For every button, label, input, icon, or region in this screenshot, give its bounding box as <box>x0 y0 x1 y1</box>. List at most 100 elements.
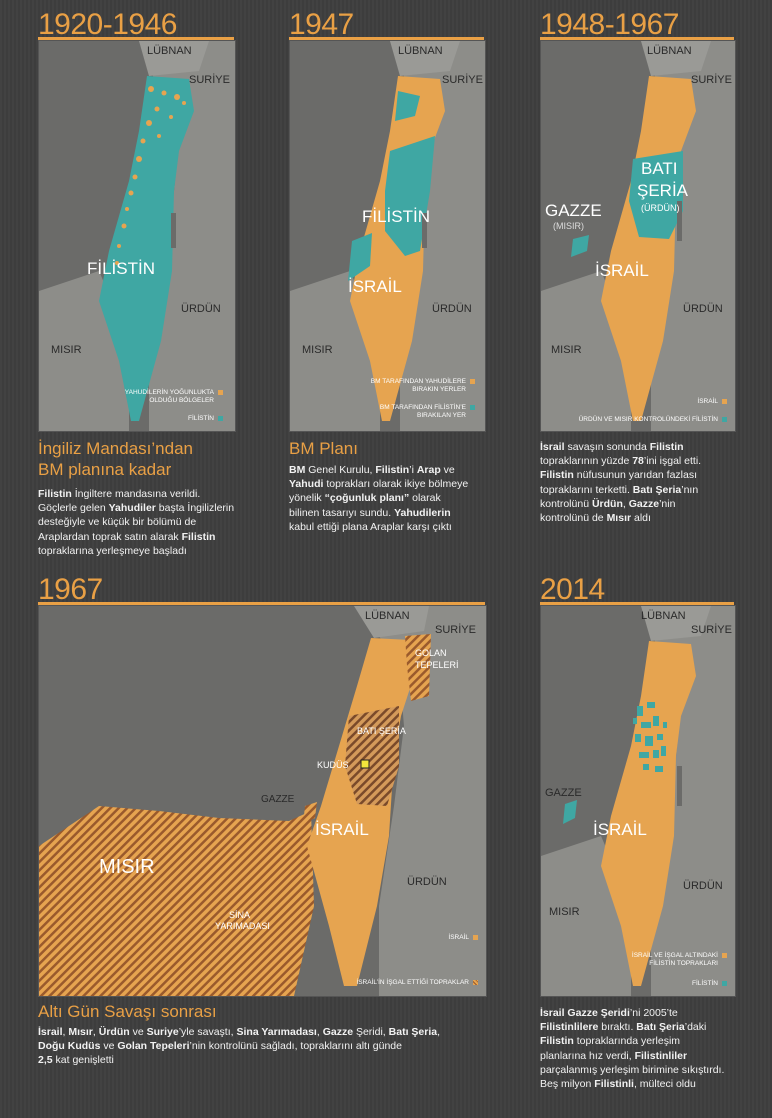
desc-run: Filistinlilere <box>540 1021 599 1034</box>
panel3-label-misir-paren: (MISIR) <box>553 221 584 231</box>
panel2-label-suriye: SURİYE <box>442 74 483 86</box>
panel2-legend-2-l1: BM TARAFINDAN FİLİSTİN’E <box>379 404 466 411</box>
desc-line: Filistin İngiltere mandasına verildi. <box>38 487 278 501</box>
panel4-golan <box>405 634 431 701</box>
desc-line: Göçlerle gelen Yahudiler başta İngilizle… <box>38 501 278 515</box>
desc-run: İsrail <box>38 1026 63 1038</box>
panel4-title: Altı Gün Savaşı sonrası <box>38 1002 217 1021</box>
desc-line: Filistin topraklarında yerleşim <box>540 1034 766 1048</box>
desc-run: Suriye <box>146 1026 179 1038</box>
desc-run: Yahudiler <box>108 502 156 515</box>
panel5-desc: İsrail Gazze Şeridi’ni 2005’te Filistinli… <box>540 1006 766 1091</box>
desc-run: ’ni 2005’te <box>629 1007 678 1019</box>
desc-run: ’nin kontrolünü sağladı, topraklarını al… <box>189 1040 402 1053</box>
desc-run: Filistin <box>181 530 216 543</box>
desc-run: Filistin <box>38 488 72 500</box>
desc-line: Filistinlilere bıraktı. Batı Şeria’daki <box>540 1020 766 1034</box>
desc-run: İngiltere mandasına verildi. <box>71 488 201 500</box>
panel3-land-east <box>641 41 735 431</box>
desc-line: Doğu Kudüs ve Golan Tepeleri’nin kontrol… <box>38 1039 498 1053</box>
panel1-dead-sea <box>171 213 176 248</box>
panel1-label-suriye: SURİYE <box>189 74 230 86</box>
panel3-lebanon <box>641 41 711 76</box>
desc-run: ’yle savaştı, <box>178 1026 237 1038</box>
panel5-legend-1-l2: FİLİSTİN TOPRAKLARI <box>649 959 718 967</box>
panel4-label-lubnan: LÜBNAN <box>365 610 410 622</box>
panel5-lebanon <box>641 606 711 641</box>
panel1-year: 1920-1946 <box>38 8 177 41</box>
panel3-dead-sea <box>677 201 682 241</box>
desc-run: Ürdün <box>591 497 623 510</box>
desc-run: ve <box>100 1040 118 1053</box>
panel3-label-urdun: ÜRDÜN <box>683 303 723 315</box>
panel3-label-israil: İSRAİL <box>595 261 649 280</box>
panel3-legend-1-swatch <box>722 398 727 404</box>
desc-run: nüfusunun yarıdan fazlası <box>573 469 698 482</box>
panel4-label-misir: MISIR <box>99 856 155 878</box>
panel5-israel <box>601 641 696 986</box>
desc-run: , mülteci oldu <box>633 1077 696 1090</box>
desc-line: bilinen tasarıyı sundu. Yahudilerin <box>289 506 509 520</box>
panel1-label-lubnan: LÜBNAN <box>147 45 192 57</box>
panel5-legend-1-l1: İSRAİL VE İŞGAL ALTINDAKİ <box>631 952 718 959</box>
desc-run: Yahudilerin <box>394 506 451 519</box>
panel4-label-sina2: YARIMADASI <box>215 921 270 931</box>
panel2-map: LÜBNAN SURİYE FİLİSTİN İSRAİL MISIR ÜRDÜ… <box>289 40 486 432</box>
desc-line: kontrolünü de Mısır aldı <box>540 511 760 525</box>
panel2-map-svg <box>290 41 485 431</box>
desc-run: Göçlerle gelen <box>38 502 109 515</box>
desc-run: ve <box>129 1026 147 1038</box>
desc-run: ’i <box>409 464 417 476</box>
panel2-lebanon <box>390 41 460 76</box>
panel3-label-suriye: SURİYE <box>691 74 732 86</box>
panel3-map: LÜBNAN SURİYE BATI ŞERİA (ÜRDÜN) GAZZE (… <box>540 40 736 432</box>
desc-line: Yahudi toprakları olarak ikiye bölmeye <box>289 477 509 491</box>
desc-run: Şeridi, <box>353 1026 389 1038</box>
panel3-rule <box>540 37 734 40</box>
desc-run: Yahudi <box>289 478 324 491</box>
panel2-legend-1-l2: BIRAKIN YERLER <box>412 385 466 393</box>
panel5-legend-1: İSRAİL VE İŞGAL ALTINDAKİ FİLİSTİN TOPRA… <box>632 952 727 968</box>
panel2-label-lubnan: LÜBNAN <box>398 45 443 57</box>
desc-run: toprakları olarak ikiye bölmeye <box>323 478 469 491</box>
desc-line: planlarına hız verdi, Filistinliler <box>540 1049 766 1063</box>
desc-line: kontrolünü Ürdün, Gazze’nin <box>540 497 760 511</box>
panel1-jewish-areas <box>115 86 186 265</box>
panel3-label-urdun-paren: (ÜRDÜN) <box>641 203 680 213</box>
panel4-map: LÜBNAN SURİYE GOLAN TEPELERİ BATI ŞERİA … <box>38 605 487 997</box>
panel5-legend-2-text: FİLİSTİN <box>691 980 718 987</box>
panel1-label-filistin: FİLİSTİN <box>87 259 156 278</box>
desc-run: “çoğunluk planı” <box>324 492 410 505</box>
desc-run: kontrolünü de <box>540 511 607 524</box>
desc-run: BM <box>289 464 306 476</box>
panel3-legend-2: ÜRDÜN VE MISIR KONTROLÜNDEKİ FİLİSTİN <box>579 416 727 424</box>
panel4-sinai <box>39 806 314 996</box>
desc-run: parçalanmış yerleşim birimine sıkıştırdı… <box>540 1063 725 1076</box>
panel4-label-urdun: ÜRDÜN <box>407 876 447 888</box>
panel4-year: 1967 <box>38 573 103 606</box>
panel3-legend-2-text: ÜRDÜN VE MISIR KONTROLÜNDEKİ FİLİSTİN <box>578 416 718 423</box>
desc-run: Gazze <box>628 497 660 510</box>
panel1-land-east <box>139 41 235 431</box>
desc-line: Filistin nüfusunun yarıdan fazlası <box>540 468 760 482</box>
desc-line: İsrail, Mısır, Ürdün ve Suriye’yle savaş… <box>38 1025 498 1039</box>
desc-run: topraklarına yerleşmeye başladı <box>38 544 187 557</box>
panel2-label-filistin: FİLİSTİN <box>362 207 431 226</box>
desc-line: yönelik “çoğunluk planı” olarak <box>289 491 509 505</box>
panel3-map-svg <box>541 41 735 431</box>
panel4-legend-2-swatch <box>473 979 478 985</box>
desc-run: savaşın sonunda <box>564 441 650 453</box>
desc-line: topraklarını terketti. Batı Şeria’nın <box>540 483 760 497</box>
panel1-title: İngiliz Mandası’ndan BM planına kadar <box>38 438 193 481</box>
desc-run: Gazze <box>322 1026 354 1038</box>
panel2-legend-1-l1: BM TARAFINDAN YAHUDİLERE <box>370 378 466 385</box>
panel5-gaza <box>563 800 577 824</box>
panel4-label-kudus: KUDÜS <box>317 760 349 770</box>
desc-run: desteğiyle ve küçük bir bölümü de <box>38 516 197 529</box>
panel3-legend-2-swatch <box>722 416 727 422</box>
panel2-legend-1-swatch <box>470 378 475 384</box>
panel4-label-golan2: TEPELERİ <box>415 660 459 670</box>
panel2-legend-1: BM TARAFINDAN YAHUDİLERE BIRAKIN YERLER <box>371 378 475 394</box>
panel1-legend-1-l2: OLDUĞU BÖLGELER <box>149 396 214 404</box>
desc-run: topraklarını terketti. <box>540 483 633 496</box>
